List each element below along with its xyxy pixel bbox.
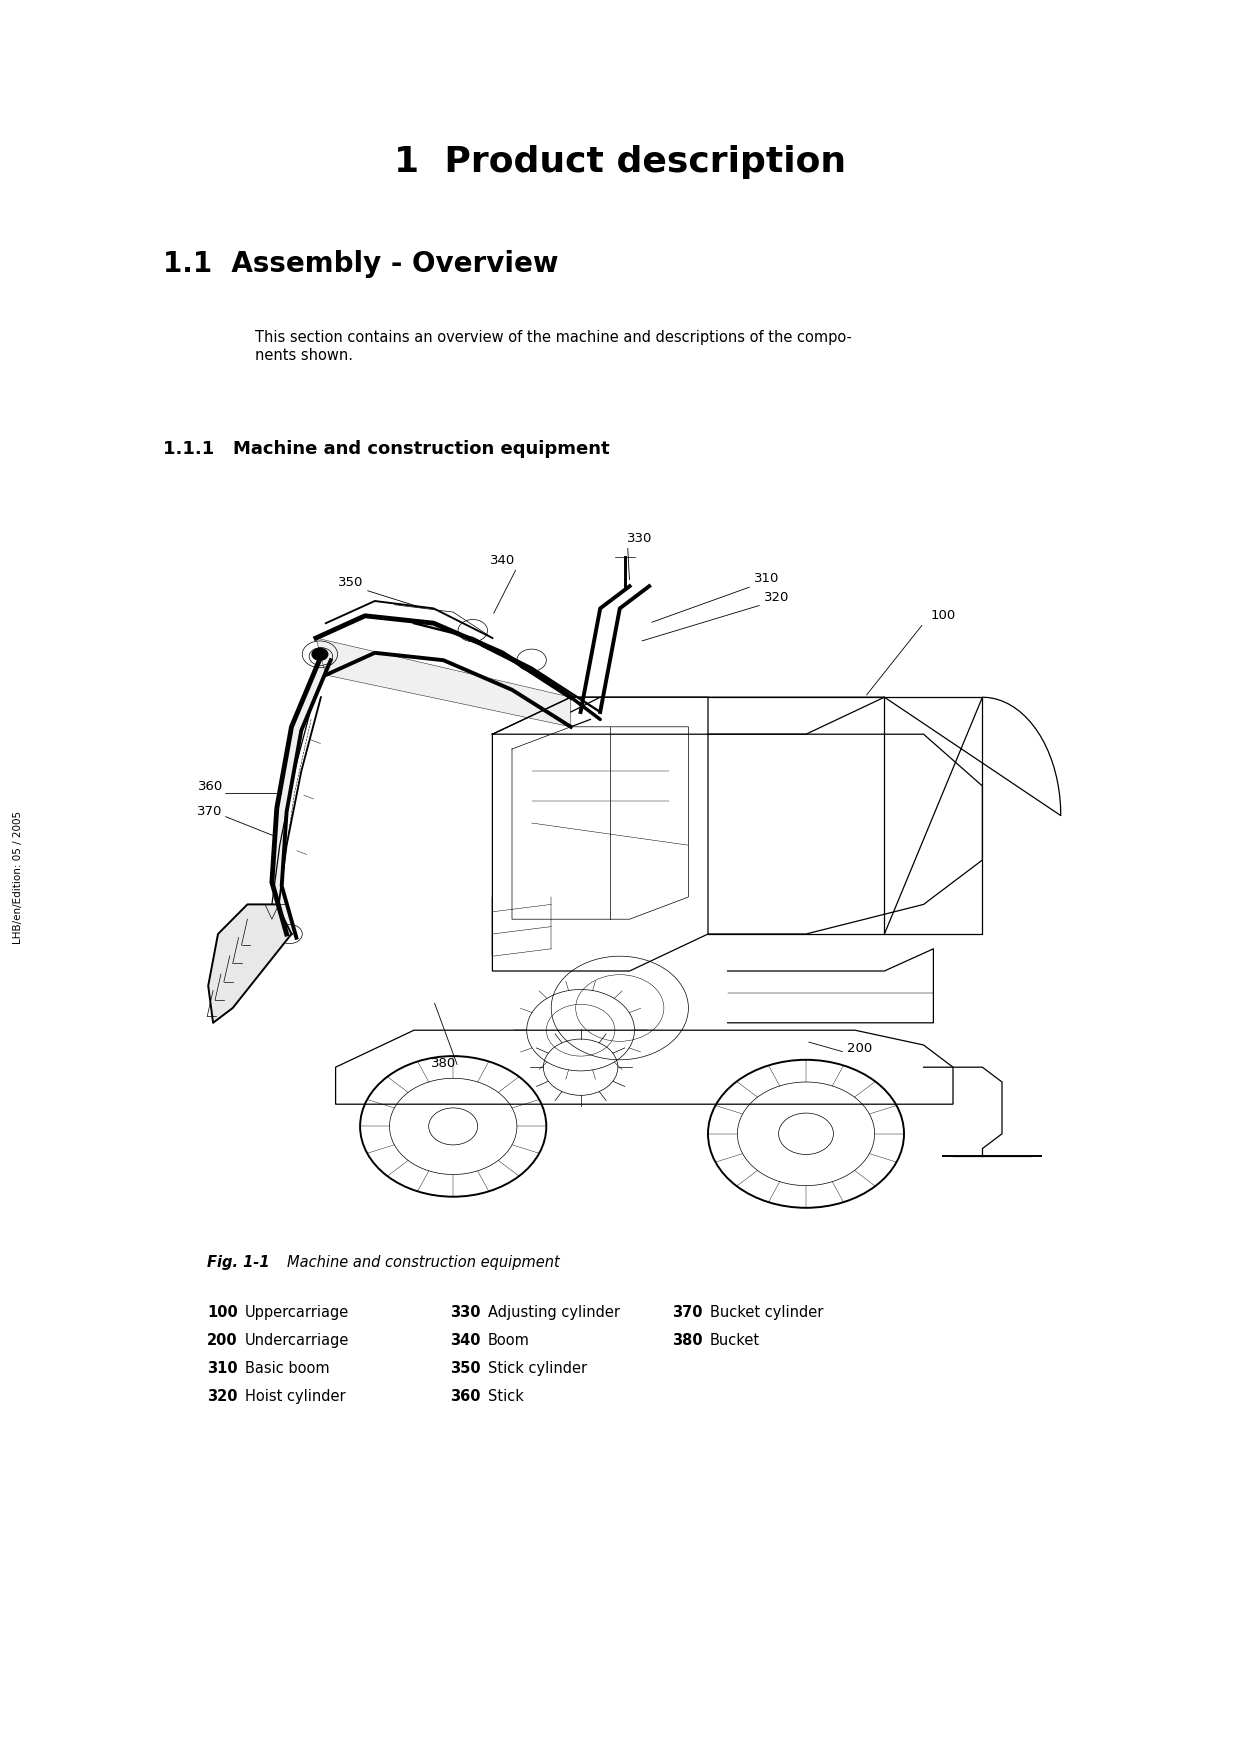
Text: Bucket cylinder: Bucket cylinder xyxy=(711,1306,823,1320)
Text: 370: 370 xyxy=(672,1306,703,1320)
Text: 340: 340 xyxy=(450,1334,481,1348)
Text: 330: 330 xyxy=(450,1306,481,1320)
Text: This section contains an overview of the machine and descriptions of the compo-: This section contains an overview of the… xyxy=(255,330,852,346)
Text: 200: 200 xyxy=(207,1334,238,1348)
Text: 380: 380 xyxy=(430,1057,456,1071)
Text: Basic boom: Basic boom xyxy=(246,1360,330,1376)
Text: 1.1  Assembly - Overview: 1.1 Assembly - Overview xyxy=(162,249,558,277)
Text: 1  Product description: 1 Product description xyxy=(394,146,846,179)
Text: Adjusting cylinder: Adjusting cylinder xyxy=(489,1306,620,1320)
Text: 100: 100 xyxy=(930,609,956,623)
Text: Undercarriage: Undercarriage xyxy=(246,1334,350,1348)
Text: 350: 350 xyxy=(337,576,363,590)
Circle shape xyxy=(312,648,327,660)
Text: Hoist cylinder: Hoist cylinder xyxy=(246,1388,346,1404)
Polygon shape xyxy=(316,639,570,727)
Text: Stick: Stick xyxy=(489,1388,523,1404)
Text: 320: 320 xyxy=(207,1388,238,1404)
Text: Boom: Boom xyxy=(489,1334,529,1348)
Text: 200: 200 xyxy=(847,1042,873,1055)
Text: 320: 320 xyxy=(764,591,790,604)
Text: 310: 310 xyxy=(754,572,780,586)
Text: nents shown.: nents shown. xyxy=(255,347,353,363)
Text: 100: 100 xyxy=(207,1306,238,1320)
Text: Bucket: Bucket xyxy=(711,1334,760,1348)
Polygon shape xyxy=(272,656,331,937)
Text: Stick cylinder: Stick cylinder xyxy=(489,1360,587,1376)
Text: 360: 360 xyxy=(450,1388,481,1404)
Text: 380: 380 xyxy=(672,1334,703,1348)
Text: Fig. 1-1: Fig. 1-1 xyxy=(207,1255,269,1271)
Polygon shape xyxy=(208,904,291,1023)
Text: LHB/en/Edition: 05 / 2005: LHB/en/Edition: 05 / 2005 xyxy=(12,811,24,944)
Text: 360: 360 xyxy=(197,779,223,793)
Text: 1.1.1   Machine and construction equipment: 1.1.1 Machine and construction equipment xyxy=(162,441,610,458)
Text: 350: 350 xyxy=(450,1360,481,1376)
Text: 340: 340 xyxy=(490,555,515,567)
Text: 310: 310 xyxy=(207,1360,238,1376)
Text: 330: 330 xyxy=(626,532,652,544)
Text: Machine and construction equipment: Machine and construction equipment xyxy=(286,1255,559,1271)
Text: 370: 370 xyxy=(197,806,223,818)
Text: Uppercarriage: Uppercarriage xyxy=(246,1306,350,1320)
